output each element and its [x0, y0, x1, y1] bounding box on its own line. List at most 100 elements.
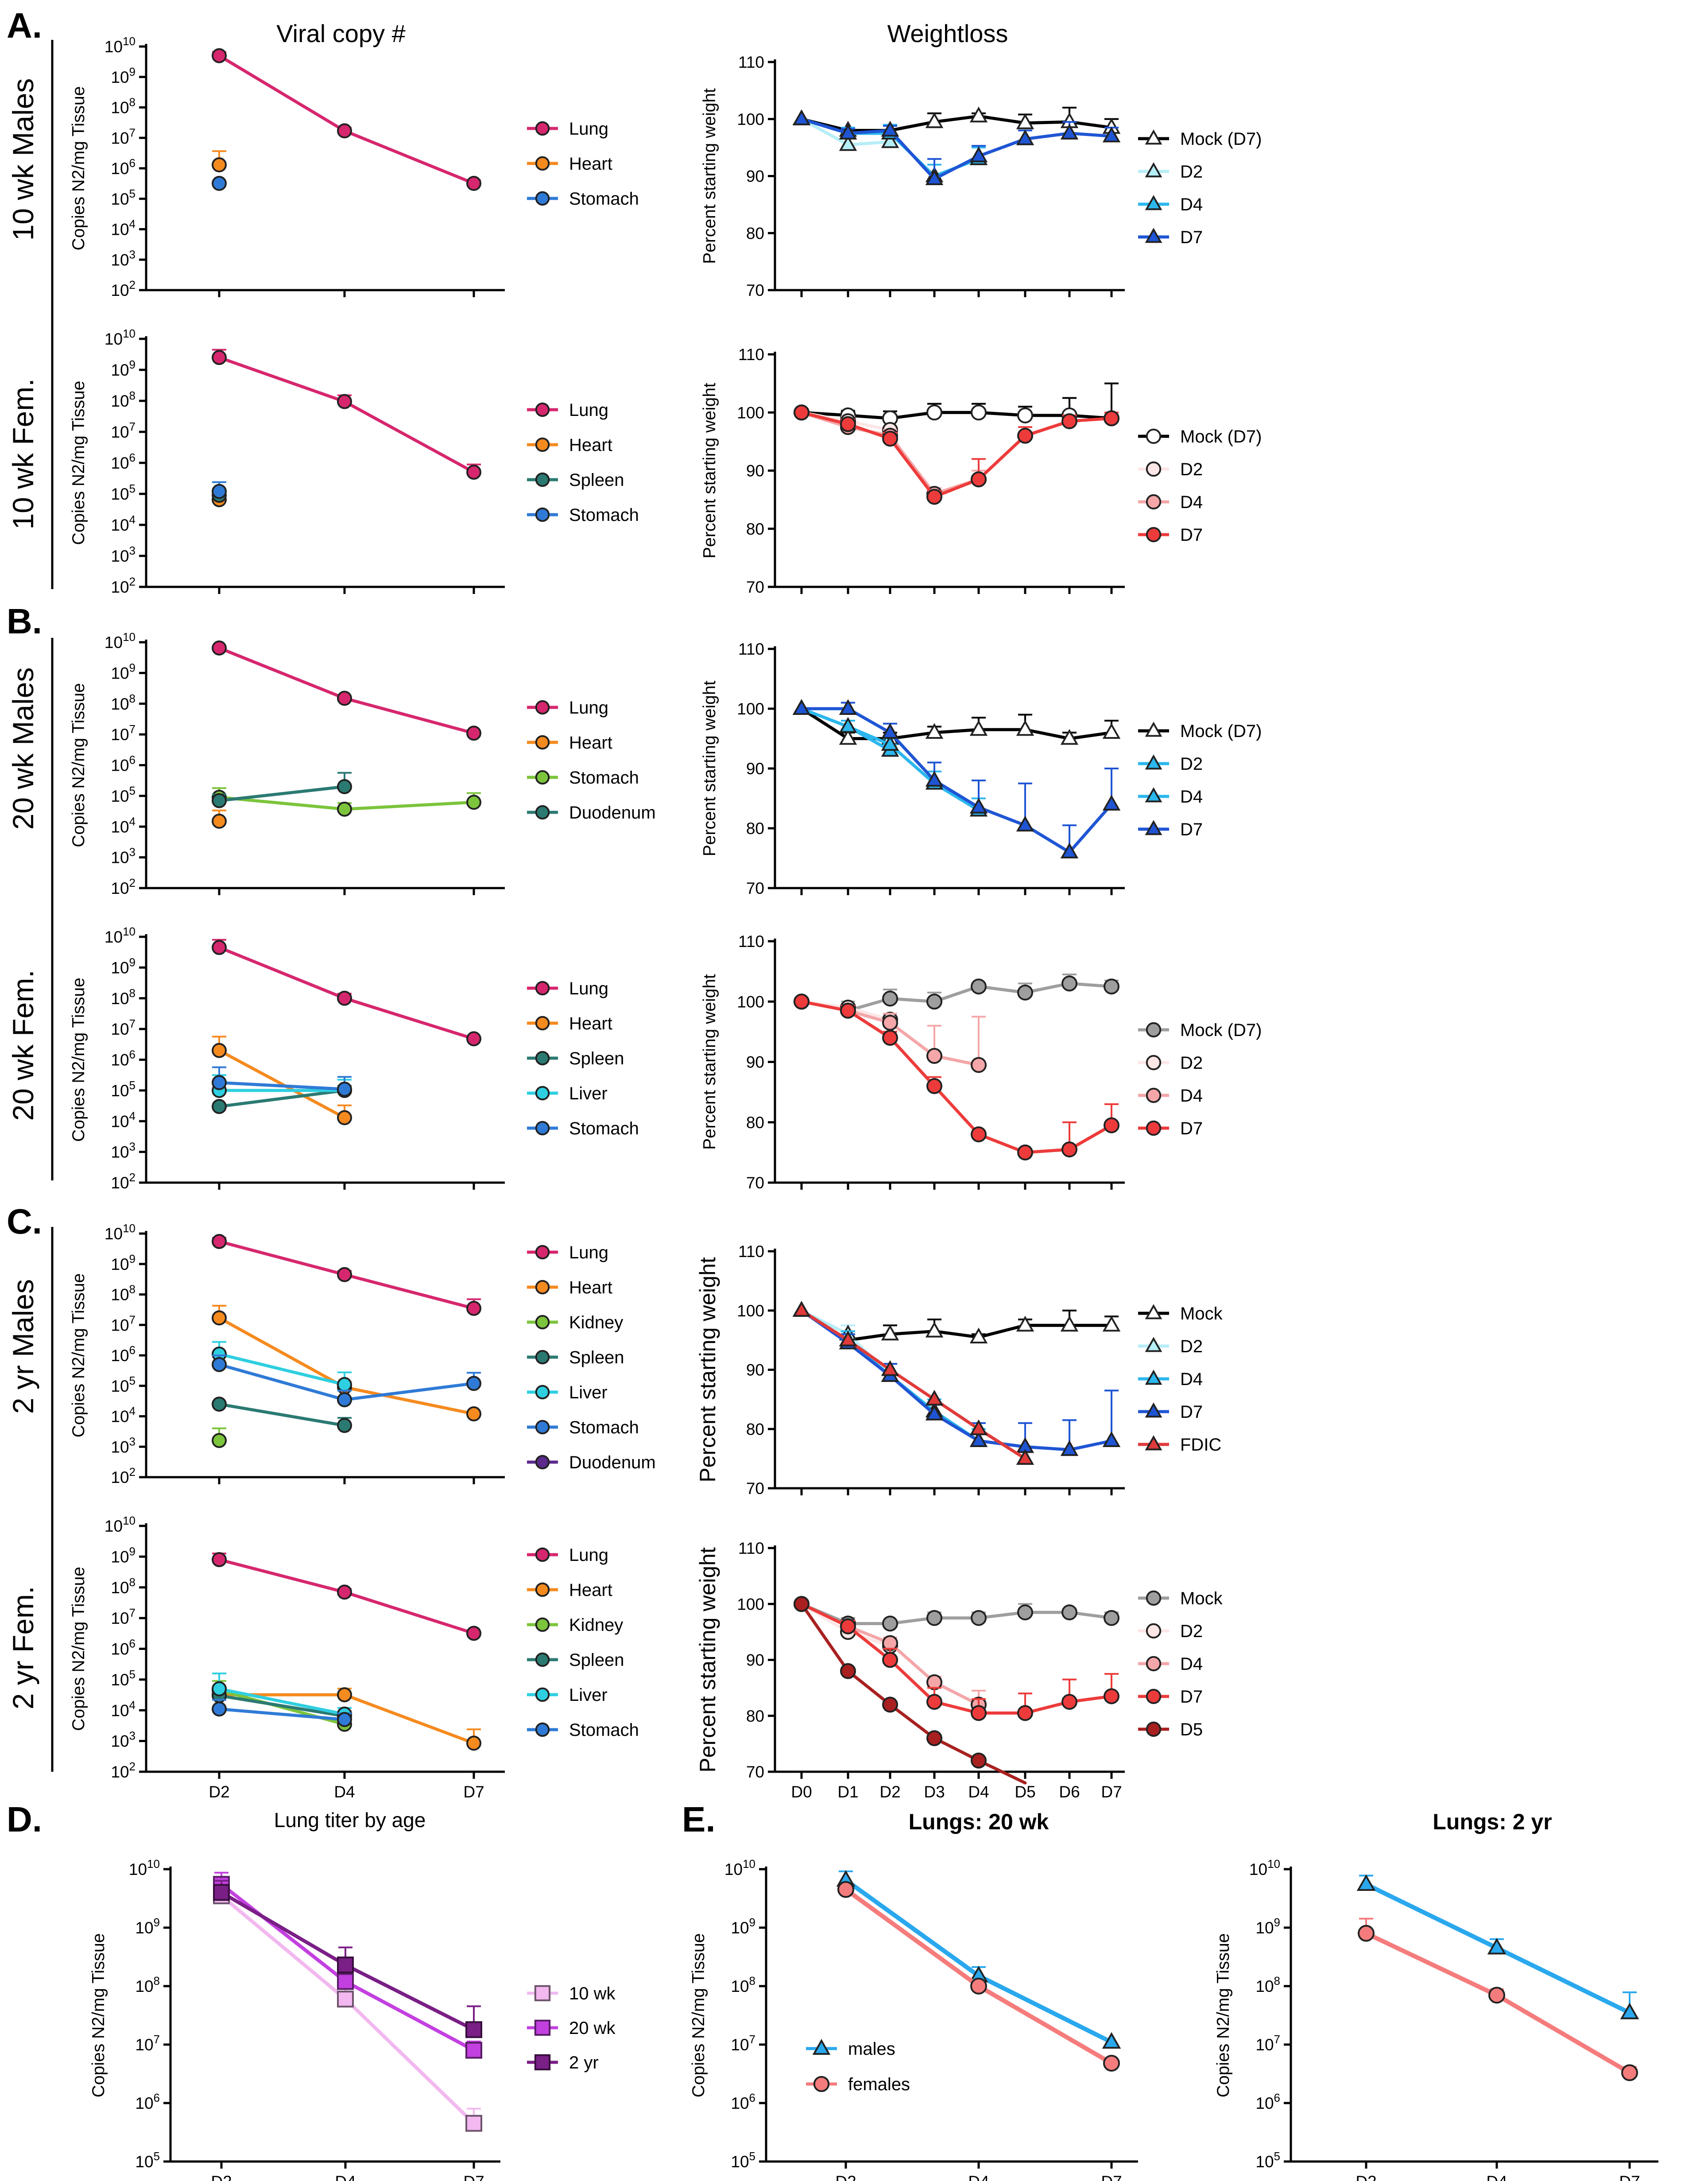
- C-weight-males-legend-label: D7: [1180, 1402, 1203, 1422]
- C-weight-fem-line-d5: [800, 1602, 850, 1673]
- C-viral-males-point-liver: [337, 1377, 352, 1392]
- B-weight-fem-y-tick-label: 80: [746, 1114, 764, 1132]
- tick-base: 10: [111, 129, 129, 147]
- tick-exponent: 6: [129, 753, 136, 767]
- B-viral-fem-y-tick-label: 109: [111, 955, 136, 977]
- B-weight-males-point-mockd7: [969, 720, 988, 736]
- D-lung-age-y-tick-label: 105: [135, 2150, 160, 2171]
- B-viral-fem-y-label: Copies N2/mg Tissue: [69, 978, 88, 1142]
- C-viral-males-point-lung: [337, 1267, 352, 1282]
- C-viral-fem-legend-marker: [535, 1722, 550, 1737]
- A-weight-males-legend-label: D7: [1180, 228, 1203, 247]
- A-weight-fem-point-d7: [1017, 427, 1033, 444]
- C-viral-fem-legend-label: Spleen: [569, 1650, 624, 1670]
- A-weight-fem-y-tick-label: 70: [746, 578, 764, 596]
- A-viral-males-y-tick-label: 109: [111, 65, 136, 86]
- C-weight-males-point-mock: [969, 1327, 988, 1343]
- B-weight-fem-point-mockd7: [971, 978, 987, 995]
- A-weight-males-point-d7: [792, 109, 811, 125]
- B-weight-males-legend-label: Mock (D7): [1180, 722, 1262, 741]
- E-2yr-line-males: [1364, 1882, 1499, 1950]
- A-viral-fem-point-lung: [212, 350, 227, 365]
- tick-exponent: 10: [743, 1857, 755, 1871]
- C-weight-fem-point-mock: [1017, 1604, 1033, 1621]
- C-viral-fem-legend-label: Stomach: [569, 1720, 639, 1740]
- tick-base: 10: [1249, 1860, 1267, 1878]
- A-viral-fem-y-tick-label: 105: [111, 482, 136, 503]
- E-2yr-y-tick-label: 105: [1255, 2150, 1280, 2171]
- tick-base: 10: [111, 1347, 129, 1365]
- A-viral-males-y-tick-label: 102: [111, 278, 136, 299]
- tick-exponent: 6: [154, 2091, 160, 2104]
- C-viral-males-y-tick-label: 105: [111, 1374, 136, 1395]
- C-viral-males-y-tick-label: 103: [111, 1435, 136, 1456]
- B-weight-males-line-d7: [1068, 803, 1113, 854]
- C-viral-males-point-stomach: [466, 1376, 481, 1391]
- panel-letter-B: B.: [7, 602, 42, 641]
- tick-base: 10: [111, 392, 129, 410]
- C-weight-males-y-tick-label: 90: [746, 1361, 764, 1379]
- B-weight-males-legend-label: D4: [1180, 787, 1203, 807]
- B-viral-males-line-stomach: [343, 800, 476, 811]
- C-weight-fem-legend-marker: [1146, 1656, 1162, 1672]
- title-lung-titer-by-age: Lung titer by age: [274, 1808, 426, 1832]
- C-viral-males-line-spleen: [217, 1402, 346, 1427]
- C-weight-fem-legend-label: D2: [1180, 1622, 1203, 1641]
- B-weight-fem-point-d7: [882, 1030, 898, 1046]
- C-viral-fem-legend-marker: [535, 1617, 550, 1632]
- tick-exponent: 4: [129, 513, 136, 526]
- C-weight-fem-line-d5: [888, 1703, 936, 1740]
- tick-exponent: 4: [129, 1405, 136, 1418]
- tick-exponent: 4: [129, 1109, 136, 1122]
- tick-base: 10: [135, 2153, 153, 2171]
- C-weight-males-point-mock: [1016, 1316, 1034, 1332]
- B-viral-fem-point-heart: [337, 1110, 352, 1125]
- D-lung-age-point-20wk: [465, 2041, 482, 2059]
- C-weight-males-point-d7: [1102, 1431, 1121, 1447]
- E-2yr-point-females: [1488, 1987, 1505, 2004]
- C-weight-fem-line-d7: [800, 1602, 850, 1628]
- A-weight-males-legend-marker: [1145, 129, 1162, 145]
- A-viral-fem-y-tick-label: 108: [111, 389, 136, 410]
- C-weight-males-point-d7: [925, 1405, 944, 1420]
- A-weight-males-line-mockd7: [933, 114, 980, 124]
- tick-exponent: 9: [129, 955, 136, 969]
- E-2yr-y-label: Copies N2/mg Tissue: [1214, 1933, 1233, 2098]
- tick-base: 10: [111, 99, 129, 117]
- B-weight-fem-line-d7: [933, 1084, 980, 1136]
- tick-base: 10: [111, 1548, 129, 1566]
- B-viral-fem-point-stomach: [337, 1082, 352, 1097]
- B-viral-males-y-tick-label: 106: [111, 753, 136, 775]
- A-weight-fem-point-d7: [926, 489, 942, 505]
- tick-exponent: 7: [129, 1313, 136, 1326]
- tick-exponent: 8: [129, 692, 136, 705]
- B-viral-fem-legend-label: Spleen: [569, 1049, 624, 1068]
- C-viral-fem-legend-label: Heart: [569, 1580, 612, 1600]
- A-weight-males-y-tick-label: 100: [737, 110, 764, 128]
- E-20wk-line-males: [844, 1878, 981, 1978]
- E-20wk-legend-label: males: [848, 2039, 895, 2059]
- A-viral-males-legend-marker: [535, 121, 550, 136]
- A-weight-males-line-mockd7: [1023, 120, 1071, 125]
- C-weight-fem-point-mock: [882, 1615, 898, 1632]
- A-viral-males-y-tick-label: 103: [111, 248, 136, 269]
- C-viral-males-point-heart: [212, 1310, 227, 1326]
- tick-exponent: 7: [129, 1017, 136, 1030]
- tick-exponent: 2: [129, 278, 136, 291]
- B-viral-fem-line-stomach: [217, 1081, 346, 1091]
- D-lung-age-line-20wk: [220, 1882, 347, 1983]
- B-viral-fem-legend-marker: [535, 1016, 550, 1031]
- A-viral-fem-y-tick-label: 104: [111, 513, 136, 534]
- tick-base: 10: [111, 221, 129, 239]
- A-weight-males-y-tick-label: 70: [746, 281, 764, 299]
- B-weight-fem-y-tick-label: 70: [746, 1174, 764, 1192]
- C-weight-fem-x-tick-label: D6: [1059, 1783, 1080, 1801]
- A-weight-fem-y-tick-label: 80: [746, 520, 764, 538]
- B-weight-fem-line-d7: [888, 1036, 936, 1088]
- tick-exponent: 5: [1274, 2150, 1280, 2163]
- B-viral-fem-legend-marker: [535, 1086, 550, 1101]
- E-20wk-y-tick-label: 108: [731, 1974, 755, 1995]
- C-weight-males-point-fdic: [969, 1419, 988, 1436]
- A-weight-fem-point-mockd7: [971, 404, 987, 421]
